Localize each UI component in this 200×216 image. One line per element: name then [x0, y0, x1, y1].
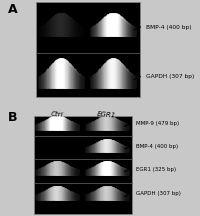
Text: EGF: EGF	[109, 3, 123, 10]
Text: GAPDH (307 bp): GAPDH (307 bp)	[136, 191, 181, 196]
Text: A: A	[8, 3, 18, 16]
Text: Ctrl: Ctrl	[54, 3, 66, 10]
Text: BMP-4 (400 bp): BMP-4 (400 bp)	[136, 144, 178, 149]
Text: EGR1 (325 bp): EGR1 (325 bp)	[136, 167, 176, 172]
Text: MMP-9 (479 bp): MMP-9 (479 bp)	[136, 121, 179, 126]
Bar	[34, 116, 132, 214]
Text: Ctrl: Ctrl	[51, 111, 63, 118]
Text: GAPDH (307 bp): GAPDH (307 bp)	[146, 74, 194, 79]
Text: B: B	[8, 111, 18, 124]
Bar	[36, 2, 140, 97]
Text: BMP-4 (400 bp): BMP-4 (400 bp)	[146, 24, 192, 30]
Text: EGR1: EGR1	[97, 111, 117, 119]
